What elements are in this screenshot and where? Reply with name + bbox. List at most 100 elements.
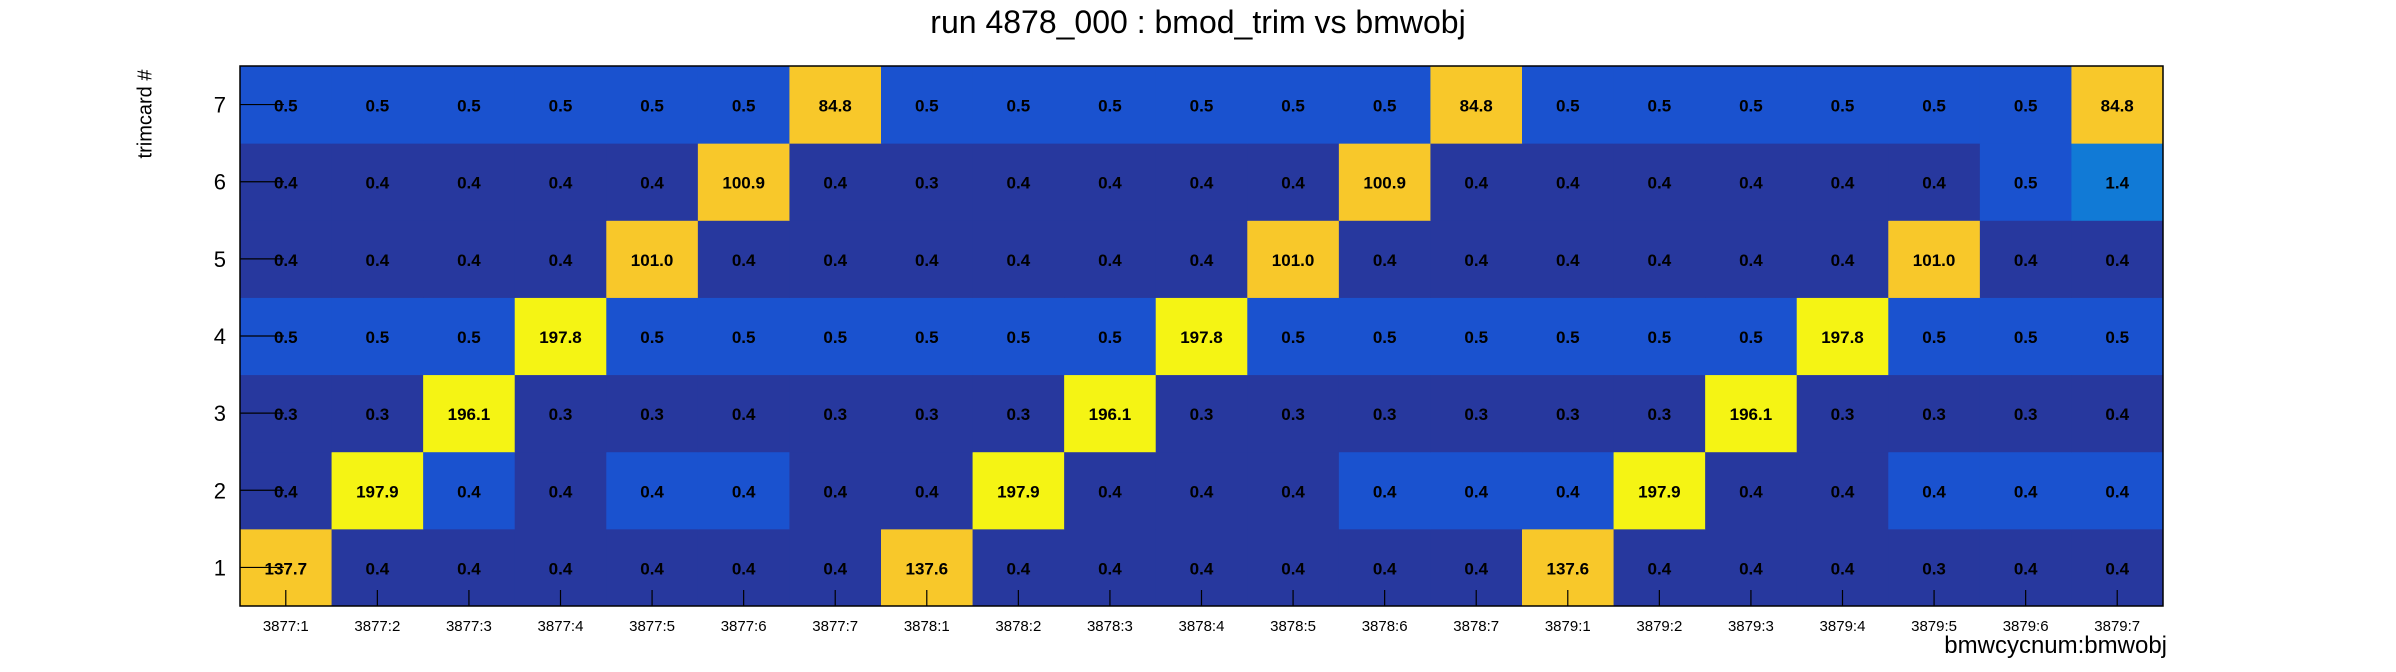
cell-value-label: 0.5 xyxy=(274,328,298,347)
heatmap-cell xyxy=(423,220,516,298)
cell-value-label: 0.4 xyxy=(1739,174,1763,193)
cell-value-label: 0.4 xyxy=(1098,559,1122,578)
heatmap-cell xyxy=(2071,451,2164,530)
x-tick-label: 3879:5 xyxy=(1911,618,1957,635)
cell-value-label: 0.4 xyxy=(457,482,481,501)
heatmap-cell xyxy=(1705,66,1798,144)
cell-value-label: 0.3 xyxy=(1464,405,1488,424)
cell-value-label: 0.4 xyxy=(366,174,390,193)
cell-value-label: 0.3 xyxy=(1648,405,1672,424)
cell-value-label: 0.4 xyxy=(549,559,573,578)
heatmap-cell xyxy=(1430,297,1523,376)
cell-value-label: 0.5 xyxy=(1007,328,1031,347)
cell-value-label: 0.3 xyxy=(823,405,847,424)
heatmap-cell xyxy=(1979,297,2072,376)
cell-value-label: 197.8 xyxy=(1821,328,1864,347)
x-tick-label: 3878:4 xyxy=(1179,618,1225,635)
heatmap-cell xyxy=(789,66,882,144)
cell-value-label: 0.4 xyxy=(1007,251,1031,270)
heatmap-cell xyxy=(1247,66,1340,144)
heatmap-cell xyxy=(514,66,607,144)
cell-value-label: 0.3 xyxy=(640,405,664,424)
y-tick-label: 7 xyxy=(214,93,226,118)
cell-value-label: 0.4 xyxy=(549,482,573,501)
cell-value-label: 0.4 xyxy=(1373,251,1397,270)
cell-value-label: 0.5 xyxy=(1098,328,1122,347)
cell-value-label: 0.4 xyxy=(1464,251,1488,270)
cell-value-label: 0.4 xyxy=(640,174,664,193)
x-tick-label: 3878:7 xyxy=(1453,618,1499,635)
cell-value-label: 0.4 xyxy=(549,251,573,270)
x-tick-label: 3879:3 xyxy=(1728,618,1774,635)
cell-value-label: 197.9 xyxy=(356,482,399,501)
heatmap-cell xyxy=(606,374,699,453)
heatmap-cell xyxy=(1247,143,1340,221)
cell-value-label: 0.4 xyxy=(457,559,481,578)
heatmap-cell xyxy=(514,220,607,298)
cell-value-label: 0.3 xyxy=(2014,405,2038,424)
heatmap-cell xyxy=(1613,374,1706,453)
cell-value-label: 0.5 xyxy=(1739,328,1763,347)
heatmap-cell xyxy=(514,143,607,221)
cell-value-label: 0.4 xyxy=(915,482,939,501)
heatmap-cell xyxy=(1522,297,1615,376)
heatmap-cell xyxy=(2071,297,2164,376)
heatmap-cell xyxy=(1064,220,1157,298)
heatmap-cell xyxy=(1155,143,1248,221)
cell-value-label: 0.3 xyxy=(1556,405,1580,424)
cell-value-label: 0.4 xyxy=(640,559,664,578)
cell-value-label: 0.5 xyxy=(1648,97,1672,116)
cell-value-label: 0.5 xyxy=(457,97,481,116)
cell-value-label: 0.4 xyxy=(1190,174,1214,193)
heatmap-cell xyxy=(697,220,790,298)
cell-value-label: 0.5 xyxy=(640,328,664,347)
heatmap-cell xyxy=(1155,374,1248,453)
heatmap-cell xyxy=(1705,297,1798,376)
x-tick-label: 3878:3 xyxy=(1087,618,1133,635)
cell-value-label: 0.4 xyxy=(732,405,756,424)
cell-value-label: 0.3 xyxy=(915,174,939,193)
x-tick-label: 3877:5 xyxy=(629,618,675,635)
cell-value-label: 0.5 xyxy=(1098,97,1122,116)
cell-value-label: 0.4 xyxy=(1831,559,1855,578)
heatmap-cell xyxy=(2071,374,2164,453)
cell-value-label: 0.3 xyxy=(1373,405,1397,424)
heatmap-cell xyxy=(1979,220,2072,298)
heatmap-cell xyxy=(1064,66,1157,144)
heatmap-cell xyxy=(1979,66,2072,144)
cell-value-label: 1.4 xyxy=(2105,174,2129,193)
heatmap-cell xyxy=(972,297,1065,376)
heatmap-cell xyxy=(1796,374,1889,453)
cell-value-label: 0.5 xyxy=(274,97,298,116)
y-tick-label: 3 xyxy=(214,401,226,426)
cell-value-label: 0.5 xyxy=(1281,97,1305,116)
cell-value-label: 0.4 xyxy=(1648,559,1672,578)
cell-value-label: 0.5 xyxy=(1648,328,1672,347)
y-axis-title: trimcard # xyxy=(134,69,157,159)
heatmap-cell xyxy=(1979,143,2072,221)
x-tick-label: 3878:2 xyxy=(995,618,1041,635)
heatmap-cell xyxy=(606,220,699,298)
cell-value-label: 0.5 xyxy=(366,328,390,347)
cell-value-label: 197.9 xyxy=(997,482,1040,501)
y-tick-label: 2 xyxy=(214,478,226,503)
y-tick-label: 4 xyxy=(214,324,226,349)
cell-value-label: 0.4 xyxy=(2014,559,2038,578)
y-tick-label: 6 xyxy=(214,170,226,195)
cell-value-label: 0.3 xyxy=(1281,405,1305,424)
x-tick-label: 3878:1 xyxy=(904,618,950,635)
heatmap-cell xyxy=(1338,66,1431,144)
x-tick-label: 3879:4 xyxy=(1820,618,1866,635)
cell-value-label: 0.4 xyxy=(1373,482,1397,501)
heatmap-cell xyxy=(331,297,424,376)
heatmap-cell xyxy=(1888,66,1981,144)
cell-value-label: 0.3 xyxy=(366,405,390,424)
heatmap-cell xyxy=(1064,143,1157,221)
cell-value-label: 0.5 xyxy=(1281,328,1305,347)
heatmap-cell xyxy=(972,143,1065,221)
cell-value-label: 0.5 xyxy=(2014,328,2038,347)
cell-value-label: 0.4 xyxy=(1007,174,1031,193)
heatmap-cell xyxy=(1430,374,1523,453)
heatmap-cell xyxy=(697,451,790,530)
cell-value-label: 0.5 xyxy=(549,97,573,116)
